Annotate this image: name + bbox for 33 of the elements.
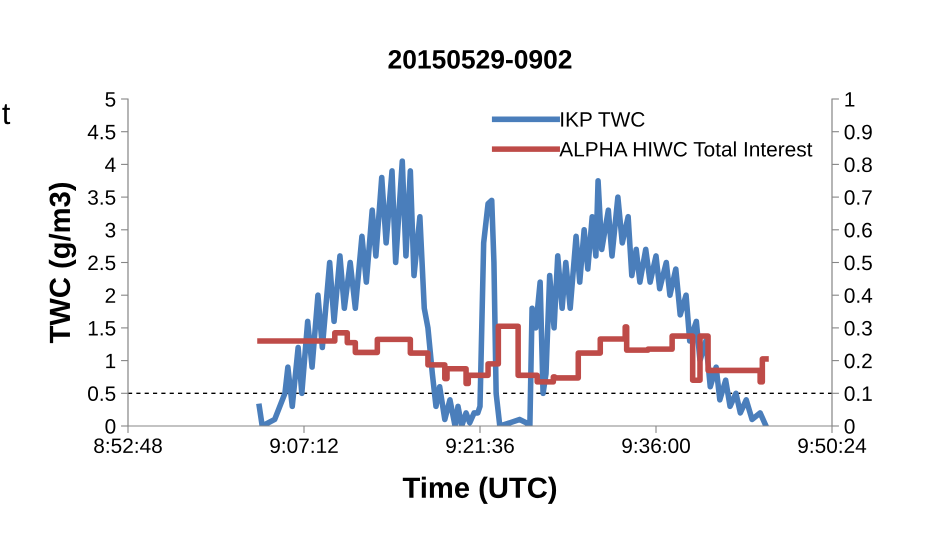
legend-label: ALPHA HIWC Total Interest: [559, 141, 812, 157]
y2-tick-label: 0.3: [844, 320, 872, 336]
y-tick-label: 1: [106, 354, 116, 368]
y-tick-label: 4: [105, 158, 116, 172]
y2-tick-label: 0: [844, 419, 855, 434]
y2-tick-label: 1: [845, 92, 854, 107]
x-tick-label: 9:21:36: [446, 438, 514, 454]
y2-tick-label: 0.6: [844, 222, 872, 238]
y-tick-label: 2.5: [88, 256, 116, 270]
y2-tick-label: 0.8: [844, 157, 872, 172]
x-tick-label: 9:07:12: [270, 438, 338, 454]
y-tick-label: 3: [105, 222, 116, 238]
text: t: [2, 104, 10, 124]
y2-tick-label: 0.1: [844, 386, 872, 402]
y-tick-label: 1.5: [88, 321, 116, 336]
chart-title: 20150529-0902: [388, 50, 572, 69]
y-tick-label: 2: [106, 288, 116, 303]
y2-tick-label: 0.9: [844, 124, 872, 140]
y-axis-title: TWC (g/m3): [48, 182, 76, 344]
y-tick-label: 0.5: [88, 386, 116, 402]
y2-tick-label: 0.5: [844, 256, 872, 270]
y2-tick-label: 0.4: [844, 288, 872, 303]
x-tick-label: 9:50:24: [798, 438, 866, 454]
y-tick-label: 0: [105, 419, 116, 434]
x-tick-label: 8:52:48: [94, 438, 162, 454]
y-tick-label: 4.5: [88, 124, 116, 140]
x-tick-label: 9:36:00: [622, 438, 690, 454]
y2-tick-label: 0.2: [844, 354, 872, 368]
x-axis-title: Time (UTC): [402, 476, 556, 504]
y-tick-label: 5: [105, 92, 116, 107]
legend-label: IKP TWC: [561, 112, 645, 127]
y2-tick-label: 0.7: [844, 190, 872, 205]
y-tick-label: 3.5: [88, 190, 116, 205]
